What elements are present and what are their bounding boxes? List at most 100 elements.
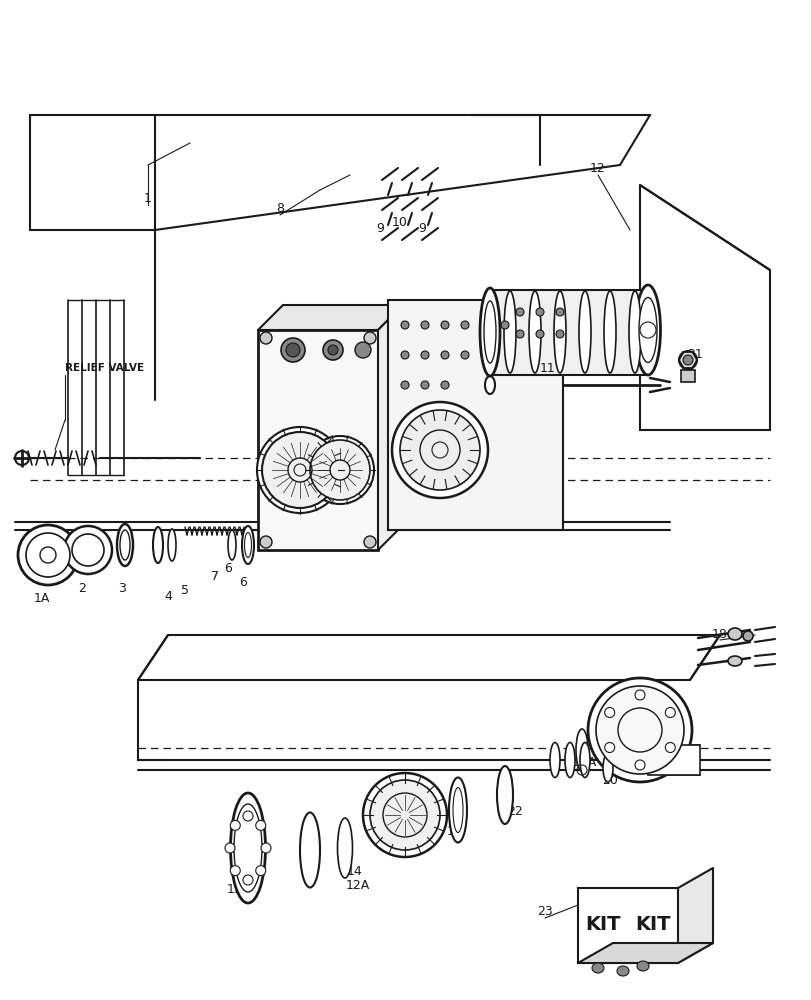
Text: 21: 21: [686, 349, 702, 361]
Circle shape: [634, 760, 644, 770]
Text: 13: 13: [227, 884, 242, 896]
Text: 3: 3: [118, 582, 126, 594]
Circle shape: [354, 342, 371, 358]
Circle shape: [420, 321, 428, 329]
Ellipse shape: [120, 530, 130, 560]
Circle shape: [323, 340, 342, 360]
Ellipse shape: [636, 961, 648, 971]
Ellipse shape: [549, 742, 560, 778]
Polygon shape: [258, 305, 402, 330]
Text: 12: 12: [590, 162, 605, 175]
Circle shape: [230, 866, 240, 876]
Circle shape: [18, 525, 78, 585]
Circle shape: [400, 410, 479, 490]
Bar: [680, 370, 694, 382]
Circle shape: [515, 330, 523, 338]
Ellipse shape: [603, 754, 612, 782]
Text: 1A: 1A: [34, 591, 50, 604]
Circle shape: [242, 811, 253, 821]
Circle shape: [72, 534, 104, 566]
Text: 10: 10: [392, 216, 407, 229]
Circle shape: [420, 381, 428, 389]
Circle shape: [440, 381, 448, 389]
Circle shape: [587, 678, 691, 782]
Ellipse shape: [579, 742, 590, 778]
Circle shape: [285, 343, 299, 357]
Circle shape: [401, 381, 409, 389]
Circle shape: [682, 355, 692, 365]
Circle shape: [678, 351, 696, 369]
Text: 22: 22: [507, 805, 522, 818]
Ellipse shape: [448, 777, 466, 842]
Text: 12A: 12A: [573, 756, 596, 768]
Bar: [489, 290, 644, 375]
Bar: [647, 745, 699, 775]
Text: 23: 23: [536, 905, 552, 918]
Circle shape: [392, 402, 487, 498]
Circle shape: [281, 338, 305, 362]
Ellipse shape: [242, 526, 254, 564]
Circle shape: [604, 708, 614, 717]
Ellipse shape: [564, 742, 574, 778]
Bar: [388, 300, 562, 530]
Ellipse shape: [244, 532, 251, 558]
Circle shape: [440, 351, 448, 359]
Ellipse shape: [616, 966, 629, 976]
Circle shape: [225, 843, 234, 853]
Circle shape: [257, 427, 342, 513]
Circle shape: [420, 351, 428, 359]
Text: 1: 1: [144, 192, 152, 205]
Text: 12A: 12A: [345, 880, 370, 892]
Text: 20: 20: [601, 774, 617, 786]
Polygon shape: [378, 305, 402, 550]
Text: 5: 5: [181, 584, 189, 597]
Circle shape: [480, 321, 488, 329]
Ellipse shape: [117, 524, 133, 566]
Text: 6: 6: [238, 576, 247, 589]
Circle shape: [604, 742, 614, 752]
Circle shape: [306, 436, 374, 504]
Ellipse shape: [727, 628, 741, 640]
Ellipse shape: [337, 818, 352, 878]
Circle shape: [500, 321, 508, 329]
Text: 9: 9: [418, 222, 426, 235]
Ellipse shape: [638, 298, 656, 362]
Circle shape: [363, 332, 375, 344]
Text: KIT: KIT: [634, 915, 670, 934]
Circle shape: [370, 780, 440, 850]
Text: 7: 7: [211, 570, 219, 582]
Text: 6: 6: [224, 562, 232, 576]
Ellipse shape: [168, 529, 176, 561]
Ellipse shape: [496, 766, 513, 824]
Ellipse shape: [299, 812, 320, 888]
Ellipse shape: [575, 729, 587, 771]
Ellipse shape: [528, 291, 540, 373]
Polygon shape: [577, 888, 677, 963]
Ellipse shape: [228, 530, 236, 560]
Circle shape: [328, 345, 337, 355]
Circle shape: [26, 533, 70, 577]
Text: RELIEF VALVE: RELIEF VALVE: [65, 363, 144, 373]
Ellipse shape: [635, 285, 659, 375]
Text: 17: 17: [637, 715, 652, 728]
Ellipse shape: [152, 527, 163, 563]
Text: 15: 15: [410, 833, 426, 846]
Bar: [258, 330, 378, 550]
Circle shape: [461, 321, 469, 329]
Circle shape: [595, 686, 683, 774]
Circle shape: [461, 351, 469, 359]
Ellipse shape: [629, 291, 640, 373]
Ellipse shape: [479, 288, 500, 376]
Text: 11: 11: [539, 361, 556, 374]
Circle shape: [535, 330, 543, 338]
Text: 2: 2: [78, 582, 86, 594]
Circle shape: [634, 690, 644, 700]
Ellipse shape: [230, 793, 265, 903]
Circle shape: [401, 351, 409, 359]
Circle shape: [480, 351, 488, 359]
Ellipse shape: [727, 656, 741, 666]
Ellipse shape: [742, 631, 752, 641]
Circle shape: [242, 875, 253, 885]
Text: 18: 18: [711, 628, 727, 642]
Circle shape: [664, 708, 675, 717]
